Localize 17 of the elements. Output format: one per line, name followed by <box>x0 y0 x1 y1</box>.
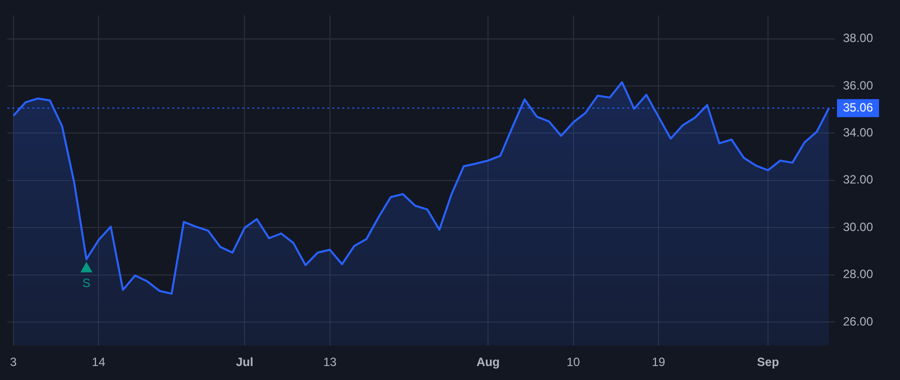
x-tick-label: 19 <box>652 355 666 370</box>
x-tick-label: 10 <box>566 355 580 370</box>
series-label: S <box>82 276 90 290</box>
y-tick-label: 36.00 <box>843 78 874 92</box>
x-tick-label: 13 <box>323 355 337 370</box>
y-tick-label: 30.00 <box>843 220 874 234</box>
x-tick-label: 14 <box>92 355 106 370</box>
x-tick-label: Aug <box>476 355 500 370</box>
x-tick-label: Jul <box>236 355 254 370</box>
x-tick-label: Sep <box>757 355 780 370</box>
y-tick-label: 38.00 <box>843 31 874 46</box>
x-tick-label: 3 <box>10 355 18 370</box>
y-tick-label: 28.00 <box>843 267 874 282</box>
y-tick-label: 26.00 <box>843 314 874 328</box>
y-tick-label: 32.00 <box>843 172 874 187</box>
ref-line-label: 35.06 <box>843 100 874 114</box>
y-tick-label: 34.00 <box>843 126 874 140</box>
